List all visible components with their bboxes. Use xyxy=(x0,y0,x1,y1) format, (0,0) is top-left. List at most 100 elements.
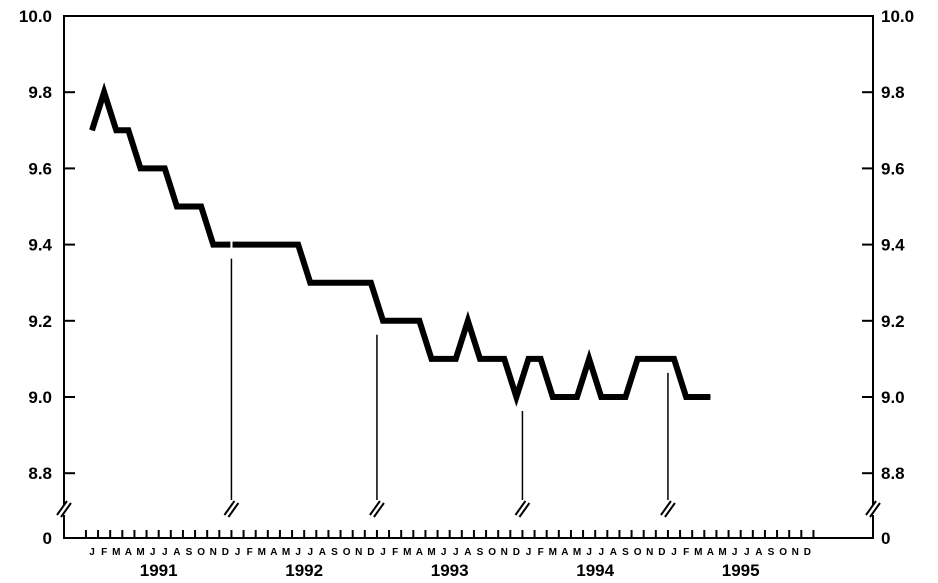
data-point xyxy=(443,358,445,360)
month-label: M xyxy=(403,547,411,558)
data-point xyxy=(91,129,93,131)
series-line xyxy=(89,82,711,407)
year-labels: 1991 1992 1993 1994 1995 xyxy=(140,561,760,580)
month-label: S xyxy=(622,547,629,558)
month-label: A xyxy=(416,547,423,558)
series-line-segment xyxy=(232,241,711,407)
year-label: 1993 xyxy=(431,561,469,580)
month-label: O xyxy=(634,547,642,558)
data-point xyxy=(115,129,117,131)
y-axis-right: 10.0 9.8 9.6 9.4 9.2 9.0 8.8 0 xyxy=(862,7,914,548)
month-label: A xyxy=(319,547,326,558)
data-point xyxy=(661,358,663,360)
data-point xyxy=(588,358,590,360)
month-label: M xyxy=(573,547,581,558)
month-label: M xyxy=(282,547,290,558)
data-point xyxy=(237,244,238,246)
month-label: J xyxy=(598,547,604,558)
plot-frame xyxy=(63,15,874,539)
axis-break-gap xyxy=(369,505,384,515)
data-point xyxy=(552,396,554,398)
data-point xyxy=(649,358,651,360)
month-label: J xyxy=(162,547,168,558)
month-label: J xyxy=(380,547,386,558)
data-point xyxy=(200,206,202,207)
y-tick-label-right: 10.0 xyxy=(881,7,914,26)
month-label: J xyxy=(453,547,459,558)
year-divider-lines xyxy=(230,258,669,500)
month-label: F xyxy=(101,547,107,558)
series-line-segment xyxy=(89,82,231,248)
data-point xyxy=(697,396,699,398)
month-label: A xyxy=(610,547,617,558)
month-label: F xyxy=(392,547,398,558)
data-point xyxy=(637,358,639,360)
data-point xyxy=(127,129,129,131)
data-point xyxy=(297,244,299,246)
data-point xyxy=(249,244,251,246)
month-label: J xyxy=(586,547,592,558)
month-label: A xyxy=(464,547,471,558)
month-label: S xyxy=(768,547,775,558)
data-point xyxy=(528,358,529,360)
year-label: 1995 xyxy=(722,561,760,580)
data-point xyxy=(418,320,420,322)
month-label: M xyxy=(549,547,557,558)
axis-break-slash xyxy=(660,500,672,516)
y-tick-label-left: 10.0 xyxy=(19,7,52,26)
month-label: N xyxy=(210,547,217,558)
data-point xyxy=(406,320,408,322)
axis-break-marks xyxy=(56,500,881,518)
data-point xyxy=(140,167,141,169)
data-point xyxy=(491,358,493,360)
y-tick-label-left: 8.8 xyxy=(28,464,52,483)
data-point xyxy=(625,396,626,398)
axis-break-gap xyxy=(515,505,530,515)
month-label: M xyxy=(718,547,726,558)
data-point xyxy=(176,206,178,207)
data-point xyxy=(164,167,166,169)
axis-break-slash xyxy=(514,500,527,516)
axis-break-gap xyxy=(224,505,239,515)
data-point xyxy=(576,396,578,398)
data-point xyxy=(540,358,542,360)
axis-break-slash xyxy=(518,502,531,518)
month-label: S xyxy=(477,547,484,558)
y-tick-label-right: 8.8 xyxy=(881,464,905,483)
data-point xyxy=(467,320,469,322)
month-label: A xyxy=(270,547,277,558)
month-label: O xyxy=(343,547,351,558)
axis-break-gap xyxy=(660,505,675,515)
data-point xyxy=(261,244,263,246)
axis-break-slash xyxy=(373,502,385,518)
y-axis-left: 10.0 9.8 9.6 9.4 9.2 9.0 8.8 0 xyxy=(19,7,75,548)
data-point xyxy=(479,358,481,360)
month-label: D xyxy=(367,547,374,558)
month-label: M xyxy=(112,547,120,558)
y-tick-label-left: 9.8 xyxy=(28,83,52,102)
data-point xyxy=(103,91,105,93)
month-label: A xyxy=(755,547,762,558)
month-label: S xyxy=(186,547,193,558)
month-label: M xyxy=(694,547,702,558)
month-label: J xyxy=(89,547,95,558)
y-tick-label-right: 9.0 xyxy=(881,388,905,407)
data-point xyxy=(564,396,566,398)
axis-break-slash xyxy=(227,502,240,518)
month-label: F xyxy=(538,547,544,558)
y-zero-label-left: 0 xyxy=(43,529,52,548)
month-label: N xyxy=(355,547,362,558)
y-tick-label-left: 9.0 xyxy=(28,388,52,407)
month-label: J xyxy=(307,547,313,558)
data-point xyxy=(515,396,517,398)
month-label: O xyxy=(488,547,496,558)
axis-break-gap xyxy=(58,505,70,515)
axis-break-slash xyxy=(56,500,68,516)
data-point xyxy=(212,244,214,246)
data-point xyxy=(152,167,154,169)
month-label: S xyxy=(331,547,338,558)
y-tick-label-left: 9.4 xyxy=(28,236,52,255)
data-point xyxy=(394,320,396,322)
data-point xyxy=(346,282,348,284)
